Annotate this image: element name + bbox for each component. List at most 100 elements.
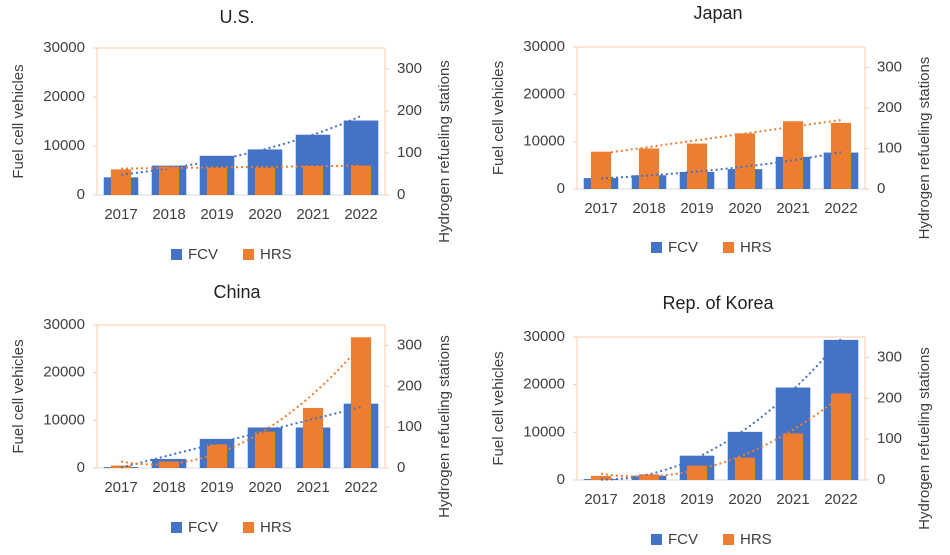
legend-label: FCV	[668, 239, 698, 256]
y-tick-label: 30000	[43, 39, 85, 56]
y-tick-label: 20000	[43, 364, 85, 381]
legend-swatch	[651, 534, 662, 545]
y2-tick-label: 200	[397, 102, 422, 119]
bar	[782, 433, 804, 480]
y2-tick-label: 100	[397, 418, 422, 435]
x-tick-label: 2019	[200, 479, 233, 496]
x-tick-label: 2017	[584, 200, 617, 217]
x-tick-label: 2020	[248, 206, 281, 223]
y2-tick-label: 200	[877, 389, 902, 406]
x-tick-label: 2018	[152, 479, 185, 496]
bar	[590, 151, 612, 189]
y-tick-label: 10000	[523, 423, 565, 440]
y-axis-label: Fuel cell vehicles	[490, 61, 507, 175]
bar	[158, 461, 180, 468]
y-tick-label: 0	[77, 459, 85, 476]
panel: Japan 0 10000 20000 30000 0 100 200 300 Fuel cell…	[490, 3, 933, 256]
bar	[638, 474, 660, 480]
x-tick-label: 2020	[248, 479, 281, 496]
legend-label: HRS	[740, 531, 772, 548]
y-tick-label: 20000	[523, 85, 565, 102]
x-tick-label: 2018	[632, 200, 665, 217]
bar	[734, 133, 756, 189]
panel: U.S. 0 10000 20000 30000 0 100 200 300 Fuel cell …	[10, 7, 453, 263]
y-tick-label: 10000	[523, 133, 565, 150]
chart-title: U.S.	[219, 7, 254, 27]
legend-label: FCV	[188, 519, 218, 536]
trendline	[120, 406, 362, 469]
y2-axis-label: Hydrogen refueling stations	[916, 347, 933, 530]
y-tick-label: 0	[557, 471, 565, 488]
x-tick-label: 2020	[728, 200, 761, 217]
x-tick-label: 2021	[296, 479, 329, 496]
bar	[686, 143, 708, 189]
bar	[206, 444, 228, 468]
x-tick-label: 2017	[104, 479, 137, 496]
legend-label: FCV	[668, 531, 698, 548]
bar	[110, 169, 132, 195]
bar	[782, 121, 804, 189]
legend-swatch	[243, 522, 254, 533]
y2-tick-label: 300	[397, 336, 422, 353]
legend-swatch	[243, 249, 254, 260]
y-tick-label: 20000	[523, 376, 565, 393]
bar	[350, 337, 372, 468]
x-tick-label: 2022	[344, 206, 377, 223]
y2-tick-label: 200	[877, 99, 902, 116]
chart-title: Japan	[693, 3, 742, 23]
panel: Rep. of Korea 0 10000 20000 30000 0 100 200 300 F…	[490, 293, 933, 548]
legend-swatch	[723, 534, 734, 545]
trendline	[120, 344, 362, 466]
x-tick-label: 2022	[344, 479, 377, 496]
x-tick-label: 2021	[296, 206, 329, 223]
legend-swatch	[651, 242, 662, 253]
y2-tick-label: 300	[397, 60, 422, 77]
legend-label: HRS	[740, 239, 772, 256]
y2-tick-label: 300	[877, 58, 902, 75]
x-tick-label: 2021	[776, 491, 809, 508]
x-tick-label: 2019	[200, 206, 233, 223]
chart-title: Rep. of Korea	[662, 293, 774, 313]
bar	[830, 122, 852, 189]
bar	[206, 167, 228, 195]
y2-tick-label: 200	[397, 377, 422, 394]
y2-axis-label: Hydrogen refueling stations	[436, 60, 453, 243]
y2-tick-label: 100	[877, 139, 902, 156]
trendline	[120, 114, 362, 176]
x-tick-label: 2017	[104, 206, 137, 223]
trendline	[600, 151, 842, 180]
bar	[302, 407, 324, 468]
y-tick-label: 10000	[43, 137, 85, 154]
y-tick-label: 10000	[43, 411, 85, 428]
y-tick-label: 30000	[523, 328, 565, 345]
legend-swatch	[171, 249, 182, 260]
y-tick-label: 20000	[43, 88, 85, 105]
y2-tick-label: 0	[877, 180, 885, 197]
trendline	[600, 119, 842, 155]
y2-axis-label: Hydrogen refueling stations	[916, 57, 933, 240]
bar	[590, 475, 612, 480]
y2-tick-label: 100	[877, 430, 902, 447]
trendline	[600, 395, 842, 478]
x-tick-label: 2019	[680, 491, 713, 508]
y-tick-label: 30000	[523, 38, 565, 55]
y2-tick-label: 100	[397, 144, 422, 161]
y-tick-label: 30000	[43, 316, 85, 333]
chart-title: China	[213, 282, 261, 302]
y-tick-label: 0	[77, 186, 85, 203]
y2-tick-label: 0	[397, 459, 405, 476]
bar	[158, 166, 180, 195]
panel: China 0 10000 20000 30000 0 100 200 300 Fuel cell…	[10, 282, 453, 536]
x-tick-label: 2018	[632, 491, 665, 508]
y2-tick-label: 0	[877, 471, 885, 488]
bar	[254, 167, 276, 195]
trendline	[121, 164, 361, 170]
bar	[734, 457, 756, 480]
x-tick-label: 2022	[824, 491, 857, 508]
legend-swatch	[723, 242, 734, 253]
bar	[302, 166, 324, 195]
y-axis-label: Fuel cell vehicles	[10, 339, 27, 453]
x-tick-label: 2021	[776, 200, 809, 217]
bar	[686, 465, 708, 480]
x-tick-label: 2020	[728, 491, 761, 508]
